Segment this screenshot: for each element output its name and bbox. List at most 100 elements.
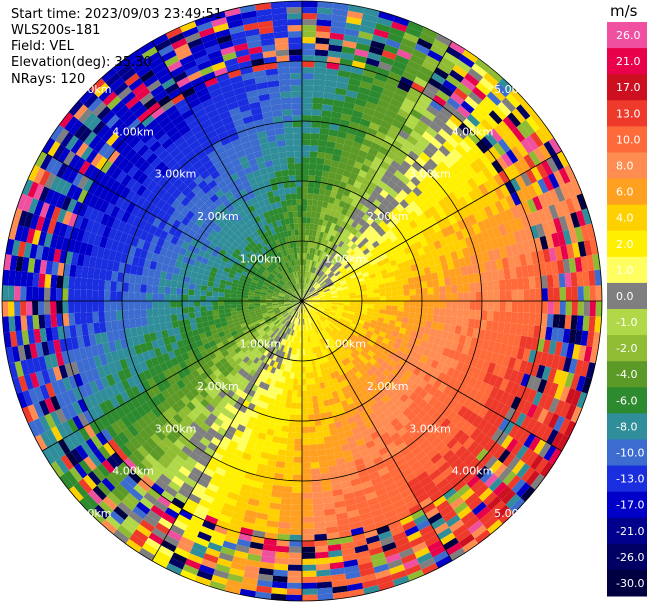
velocity-gate (497, 449, 511, 464)
velocity-gate (309, 266, 314, 273)
velocity-gate (454, 325, 463, 335)
velocity-gate (408, 87, 422, 99)
velocity-gate (570, 373, 581, 390)
velocity-gate (306, 292, 311, 297)
velocity-gate (442, 217, 452, 228)
velocity-gate (335, 254, 343, 261)
velocity-gate (439, 354, 448, 365)
velocity-gate (516, 241, 526, 255)
velocity-gate (176, 287, 183, 295)
velocity-gate (414, 255, 422, 264)
velocity-gate (325, 305, 332, 309)
velocity-gate (476, 170, 489, 184)
velocity-gate (323, 275, 329, 281)
velocity-gate (302, 277, 305, 284)
velocity-gate (302, 474, 312, 481)
velocity-gate (277, 527, 291, 535)
velocity-gate (322, 311, 329, 316)
velocity-gate (365, 186, 374, 196)
velocity-gate (351, 320, 359, 326)
velocity-gate (361, 178, 371, 187)
velocity-gate (327, 271, 334, 277)
velocity-gate (502, 452, 516, 468)
velocity-gate (423, 382, 433, 393)
velocity-gate (478, 381, 489, 394)
velocity-gate (374, 244, 383, 252)
velocity-gate (439, 237, 448, 248)
velocity-gate (408, 372, 418, 383)
velocity-gate (362, 324, 370, 331)
velocity-gate (200, 306, 207, 312)
velocity-gate (303, 289, 306, 296)
velocity-gate (570, 178, 583, 196)
velocity-gate (288, 558, 302, 565)
velocity-gate (468, 202, 479, 214)
velocity-gate (283, 468, 294, 475)
velocity-gate (86, 278, 94, 291)
velocity-gate (429, 328, 437, 337)
velocity-gate (479, 319, 487, 331)
velocity-gate (38, 301, 45, 315)
velocity-gate (421, 229, 431, 239)
velocity-gate (414, 338, 422, 347)
velocity-gate (329, 123, 340, 131)
velocity-gate (379, 241, 388, 249)
velocity-gate (340, 194, 349, 203)
velocity-gate (305, 235, 309, 242)
velocity-gate (326, 202, 334, 210)
velocity-gate (378, 264, 387, 271)
velocity-gate (565, 388, 576, 405)
velocity-gate (320, 207, 327, 215)
velocity-gate (478, 100, 493, 115)
velocity-gate (305, 291, 311, 297)
velocity-gate (381, 49, 397, 61)
velocity-gate (337, 264, 344, 271)
velocity-gate (314, 268, 319, 275)
velocity-gate (313, 223, 319, 231)
velocity-gate (306, 284, 310, 291)
velocity-gate (406, 180, 417, 191)
velocity-gate (473, 272, 482, 283)
velocity-gate (407, 113, 420, 125)
velocity-gate (390, 160, 401, 170)
velocity-gate (317, 309, 324, 313)
velocity-gate (324, 290, 331, 294)
velocity-gate (334, 315, 341, 321)
velocity-gate (313, 67, 327, 75)
velocity-gate (359, 316, 366, 322)
velocity-gate (520, 172, 532, 187)
velocity-gate (309, 223, 315, 230)
velocity-gate (384, 282, 391, 288)
velocity-gate (481, 421, 494, 436)
velocity-gate (331, 185, 340, 193)
velocity-gate (427, 195, 438, 206)
velocity-gate (273, 569, 288, 577)
velocity-gate (432, 116, 446, 129)
velocity-gate (470, 109, 485, 123)
velocity-gate (432, 94, 447, 107)
velocity-gate (170, 301, 177, 308)
velocity-gate (461, 247, 471, 258)
velocity-gate (349, 72, 363, 81)
velocity-gate (442, 269, 451, 279)
velocity-gate (525, 115, 540, 132)
velocity-gate (305, 223, 311, 230)
velocity-gate (358, 169, 368, 179)
velocity-gate (305, 283, 308, 290)
velocity-gate (483, 396, 495, 409)
velocity-gate (471, 174, 484, 187)
velocity-gate (402, 284, 410, 291)
velocity-gate (146, 292, 153, 301)
velocity-gate (176, 294, 183, 301)
velocity-gate (334, 281, 341, 287)
velocity-gate (194, 301, 201, 307)
velocity-gate (456, 275, 464, 285)
velocity-gate (479, 153, 492, 167)
velocity-gate (469, 291, 476, 301)
velocity-gate (331, 14, 348, 23)
velocity-gate (457, 394, 469, 406)
velocity-gate (357, 210, 366, 219)
velocity-gate (400, 322, 408, 329)
velocity-gate (329, 311, 336, 316)
velocity-gate (366, 217, 375, 226)
